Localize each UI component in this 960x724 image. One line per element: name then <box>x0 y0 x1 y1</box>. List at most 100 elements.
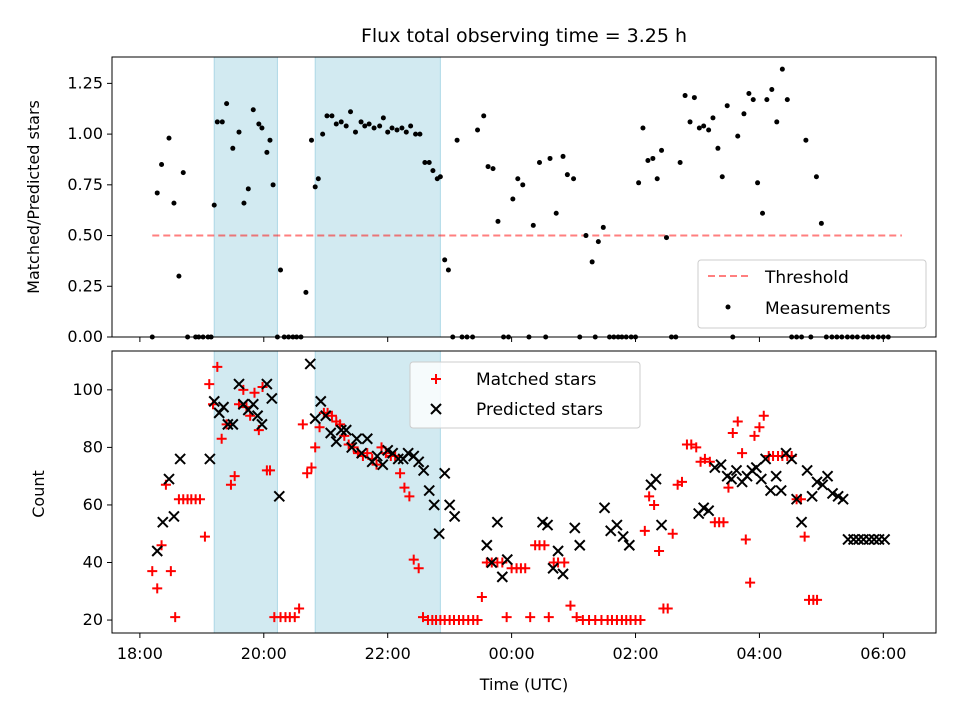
predicted-star-point <box>873 533 885 546</box>
measurement-point <box>553 210 559 216</box>
matched-star-point <box>799 531 810 542</box>
measurement-point <box>515 176 521 182</box>
measurement-point <box>211 202 217 208</box>
matched-star-point <box>289 612 300 623</box>
predicted-star-point <box>715 458 727 471</box>
bottom-shaded-intervals <box>213 350 441 634</box>
predicted-star-point <box>655 519 668 531</box>
measurement-point <box>278 267 284 273</box>
top-y-tick-label: 1.25 <box>67 73 103 92</box>
predicted-star-point <box>868 533 880 546</box>
measurement-point <box>564 172 570 178</box>
measurement-point <box>230 145 236 151</box>
predicted-star-point <box>417 464 430 477</box>
matched-star-point <box>199 531 210 542</box>
measurement-point <box>176 273 182 279</box>
measurement-point <box>333 121 339 127</box>
measurement-point <box>687 119 693 125</box>
matched-star-point <box>404 491 415 502</box>
measurement-point <box>701 123 707 129</box>
measurement-point <box>362 123 368 129</box>
matched-star-point <box>310 442 321 453</box>
measurement-point <box>371 125 377 131</box>
predicted-star-point <box>623 539 636 551</box>
predicted-star-point <box>168 510 180 523</box>
bottom-axes-frame <box>111 350 937 634</box>
measurement-point <box>380 115 386 121</box>
measurement-point <box>403 129 409 135</box>
measurement-point <box>485 164 491 170</box>
measurement-point <box>764 97 770 103</box>
measurement-point <box>422 160 428 166</box>
matched-star-point <box>749 430 760 441</box>
predicted-star-point <box>775 484 787 497</box>
matched-star-point <box>539 540 550 551</box>
measurement-point <box>560 153 566 159</box>
bottom-y-tick-label: 60 <box>83 495 103 514</box>
measurement-point <box>171 200 177 206</box>
measurement-point <box>338 119 344 125</box>
shaded-interval-0 <box>213 56 278 338</box>
legend-predicted-swatch <box>430 403 442 415</box>
measurement-point <box>589 259 595 265</box>
bottom-y-tick-label: 100 <box>72 380 103 399</box>
measurement-point <box>547 155 553 161</box>
measurement-point <box>264 149 270 155</box>
predicted-star-point <box>709 461 721 474</box>
matched-star-point <box>408 554 419 565</box>
matched-star-point <box>371 459 382 470</box>
matched-star-point <box>704 456 715 467</box>
matched-star-point <box>362 448 373 459</box>
legend-threshold-label: Threshold <box>764 268 849 288</box>
x-tick-label: 18:00 <box>117 644 163 663</box>
predicted-star-point <box>412 456 425 468</box>
matched-star-point <box>395 468 406 479</box>
measurement-point <box>154 190 160 196</box>
measurement-point <box>250 107 256 113</box>
measurement-point <box>645 157 651 163</box>
measurement-point <box>583 233 589 239</box>
predicted-star-point <box>251 410 264 422</box>
legend-measurements-label: Measurements <box>765 299 891 319</box>
measurement-point <box>746 91 752 97</box>
predicted-star-point <box>826 487 839 500</box>
predicted-star-point <box>261 378 273 390</box>
matched-star-point <box>152 583 163 594</box>
measurement-point <box>760 210 766 216</box>
measurement-point <box>159 162 165 168</box>
legend-measurements-swatch <box>725 304 731 310</box>
matched-star-point <box>754 422 765 433</box>
measurement-point <box>320 131 326 137</box>
measurement-point <box>779 66 785 72</box>
predicted-star-point <box>730 464 743 477</box>
matched-star-point <box>170 612 181 623</box>
measurement-point <box>769 86 775 92</box>
predicted-star-point <box>650 473 662 485</box>
measurement-point <box>724 103 730 109</box>
matched-star-point <box>326 410 337 421</box>
predicted-star-point <box>569 522 581 534</box>
measurement-point <box>426 160 432 166</box>
top-x-ticks <box>139 337 884 342</box>
predicted-star-point <box>557 568 569 580</box>
predicted-star-point <box>335 424 347 436</box>
predicted-star-point <box>702 504 715 517</box>
x-axis-label: Time (UTC) <box>479 675 568 694</box>
predicted-star-point <box>863 533 875 546</box>
measurement-point <box>312 184 318 190</box>
measurement-point <box>377 123 383 129</box>
predicted-star-point <box>725 473 738 485</box>
bottom-x-axis: 18:00 20:00 22:00 00:00 02:00 04:00 06:00 <box>117 633 906 663</box>
measurement-point <box>385 129 391 135</box>
measurement-point <box>267 137 273 143</box>
matched-star-point <box>644 491 655 502</box>
measurement-point <box>245 186 251 192</box>
measurement-point <box>536 160 542 166</box>
top-y-axis-label: Matched/Predicted stars <box>24 100 43 294</box>
predicted-star-point <box>547 562 559 574</box>
measurement-point <box>691 95 697 101</box>
predicted-star-point <box>174 453 186 465</box>
matched-star-point <box>302 468 313 479</box>
matched-star-point <box>212 361 223 372</box>
measurement-point <box>784 97 790 103</box>
